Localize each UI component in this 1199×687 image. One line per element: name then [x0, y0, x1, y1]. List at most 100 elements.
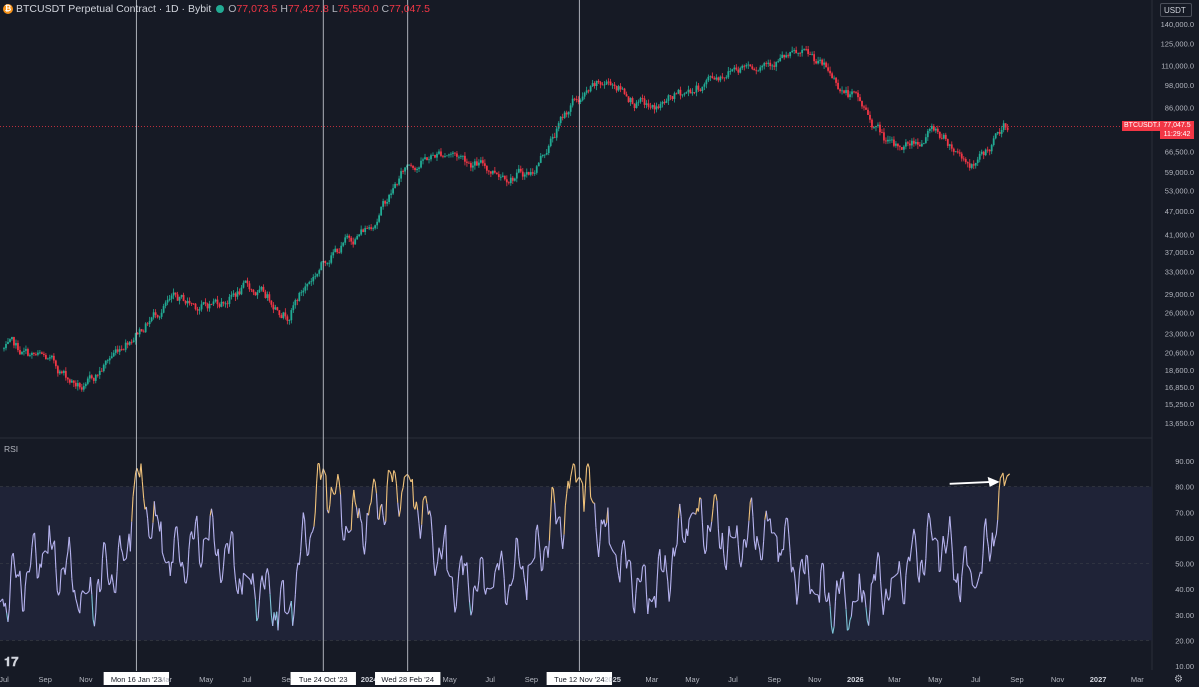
time-axis-label: 2024: [361, 675, 379, 684]
rsi-segment: [671, 547, 674, 565]
candle-body: [889, 139, 891, 141]
rsi-segment: [129, 521, 133, 552]
rsi-segment: [941, 536, 944, 552]
rsi-segment: [125, 546, 129, 559]
candle-body: [621, 88, 624, 90]
symbol-title[interactable]: BTCUSDT Perpetual Contract · 1D · Bybit: [16, 3, 212, 15]
rsi-segment: [531, 559, 534, 563]
currency-button[interactable]: USDT: [1160, 3, 1192, 17]
rsi-segment: [896, 572, 899, 575]
rsi-segment: [232, 533, 235, 566]
candle-body: [603, 84, 606, 86]
candle-body: [374, 225, 377, 229]
candle-body: [226, 303, 229, 305]
candle-body: [148, 321, 151, 325]
candle-body: [727, 71, 730, 78]
rsi-segment: [876, 552, 879, 565]
rsi-segment: [68, 536, 72, 553]
rsi-segment: [709, 521, 713, 532]
candle-body: [68, 379, 71, 383]
candle-body: [649, 106, 652, 108]
candle-body: [454, 152, 456, 154]
candle-body: [364, 228, 367, 233]
candle-body: [513, 178, 516, 181]
time-axis-label: Mar: [888, 675, 901, 684]
rsi-segment: [19, 570, 22, 591]
rsi-segment: [842, 571, 846, 593]
candle-body: [378, 215, 381, 222]
candle-body: [276, 307, 279, 311]
candle-body: [998, 131, 1001, 134]
candle-body: [499, 176, 502, 178]
candle-body: [897, 143, 899, 147]
rsi-segment: [587, 463, 590, 469]
rsi-segment: [201, 539, 205, 562]
time-axis-label: Jul: [242, 675, 252, 684]
candle-body: [473, 161, 476, 166]
candle-body: [204, 302, 207, 304]
rsi-segment: [949, 516, 952, 534]
rsi-segment: [554, 502, 557, 525]
candle-body: [280, 315, 283, 319]
candle-body: [216, 299, 219, 305]
rsi-segment: [470, 610, 473, 616]
rsi-segment: [655, 580, 658, 608]
candle-body: [146, 323, 149, 325]
candle-body: [376, 221, 379, 226]
candle-body: [984, 149, 987, 156]
candle-body: [404, 167, 406, 172]
candle-body: [893, 139, 895, 146]
rsi-segment: [614, 552, 617, 556]
rsi-tick-label: 30.00: [1175, 611, 1194, 620]
rsi-segment: [999, 475, 1003, 479]
settings-gear-icon[interactable]: ⚙: [1174, 674, 1183, 685]
candle-body: [553, 136, 556, 138]
chart-header: ₿ BTCUSDT Perpetual Contract · 1D · Bybi…: [3, 2, 433, 16]
rsi-segment: [927, 512, 931, 519]
close-label: C: [381, 3, 390, 15]
rsi-segment: [204, 537, 207, 540]
rsi-segment: [89, 576, 93, 595]
candle-body: [292, 305, 295, 311]
candle-body: [823, 62, 825, 65]
rsi-segment: [727, 526, 730, 549]
rsi-segment: [997, 490, 1000, 520]
rsi-segment: [855, 600, 857, 603]
rsi-segment: [850, 601, 854, 617]
candle-body: [58, 371, 61, 374]
rsi-segment: [354, 502, 358, 508]
tradingview-logo-icon[interactable]: 𝟏𝟕: [4, 654, 19, 669]
rsi-segment: [701, 522, 705, 546]
rsi-segment: [458, 560, 461, 572]
rsi-segment: [330, 487, 334, 492]
rsi-segment: [534, 530, 537, 558]
candle-body: [464, 155, 466, 162]
rsi-segment: [95, 584, 98, 613]
rsi-segment: [224, 543, 227, 550]
rsi-segment: [728, 525, 731, 537]
rsi-segment: [904, 575, 907, 604]
rsi-segment: [358, 508, 362, 519]
candle-body: [557, 123, 560, 129]
rsi-segment: [59, 570, 62, 592]
rsi-segment: [681, 536, 685, 543]
candle-body: [980, 151, 983, 154]
price-tick-label: 37,000.0: [1165, 248, 1194, 257]
rsi-indicator-label[interactable]: RSI: [4, 444, 19, 454]
candle-body: [559, 116, 562, 124]
rsi-segment: [786, 518, 790, 535]
candle-body: [857, 92, 859, 98]
rsi-segment: [451, 577, 455, 596]
rsi-segment: [522, 565, 525, 578]
rsi-segment: [808, 575, 811, 595]
last-price-symbol-tag: BTCUSDT.P: [1122, 121, 1163, 132]
candle-body: [48, 357, 51, 359]
time-axis-label: Jul: [0, 675, 9, 684]
rsi-segment: [711, 508, 714, 522]
candle-body: [256, 292, 259, 296]
candle-body: [366, 228, 369, 229]
rsi-segment: [446, 569, 449, 574]
candle-body: [613, 84, 616, 86]
rsi-segment: [877, 552, 880, 558]
